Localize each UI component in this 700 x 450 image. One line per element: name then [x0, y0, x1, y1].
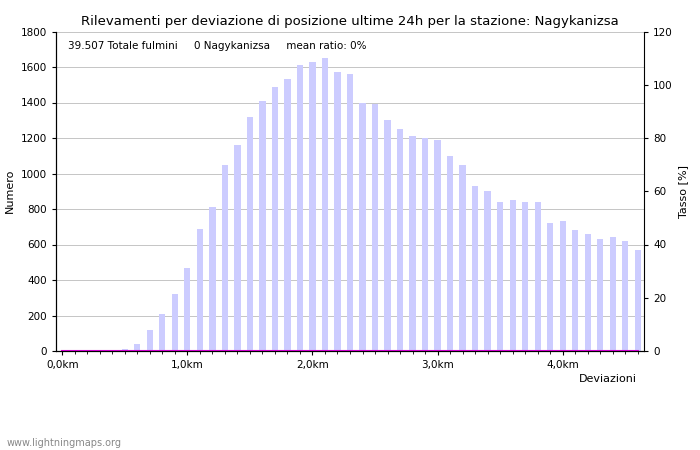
- Bar: [535, 202, 541, 351]
- Bar: [197, 229, 203, 351]
- Bar: [584, 234, 591, 351]
- Bar: [122, 349, 128, 351]
- Bar: [510, 200, 516, 351]
- Bar: [284, 79, 290, 351]
- Text: 39.507 Totale fulmini     0 Nagykanizsa     mean ratio: 0%: 39.507 Totale fulmini 0 Nagykanizsa mean…: [68, 41, 366, 51]
- Bar: [397, 129, 403, 351]
- Bar: [447, 156, 453, 351]
- Bar: [559, 221, 566, 351]
- Bar: [547, 223, 553, 351]
- Bar: [147, 330, 153, 351]
- Bar: [272, 86, 278, 351]
- Bar: [297, 65, 303, 351]
- Bar: [422, 138, 428, 351]
- Bar: [184, 268, 190, 351]
- Title: Rilevamenti per deviazione di posizione ultime 24h per la stazione: Nagykanizsa: Rilevamenti per deviazione di posizione …: [81, 14, 619, 27]
- Y-axis label: Tasso [%]: Tasso [%]: [678, 165, 688, 218]
- Bar: [459, 165, 466, 351]
- Bar: [497, 202, 503, 351]
- Text: Deviazioni: Deviazioni: [579, 374, 637, 383]
- Bar: [335, 72, 341, 351]
- Bar: [322, 58, 328, 351]
- Bar: [472, 186, 478, 351]
- Bar: [259, 101, 265, 351]
- Bar: [247, 117, 253, 351]
- Bar: [410, 136, 416, 351]
- Bar: [109, 350, 116, 351]
- Bar: [372, 104, 378, 351]
- Bar: [384, 120, 391, 351]
- Bar: [234, 145, 241, 351]
- Y-axis label: Numero: Numero: [5, 169, 15, 213]
- Text: www.lightningmaps.org: www.lightningmaps.org: [7, 438, 122, 448]
- Bar: [435, 140, 441, 351]
- Bar: [222, 165, 228, 351]
- Bar: [572, 230, 578, 351]
- Bar: [309, 62, 316, 351]
- Bar: [97, 350, 103, 351]
- Bar: [84, 350, 90, 351]
- Bar: [159, 314, 165, 351]
- Bar: [610, 238, 616, 351]
- Bar: [209, 207, 216, 351]
- Bar: [635, 250, 641, 351]
- Bar: [172, 294, 178, 351]
- Bar: [484, 191, 491, 351]
- Bar: [597, 239, 603, 351]
- Bar: [134, 344, 141, 351]
- Bar: [522, 202, 528, 351]
- Bar: [347, 74, 353, 351]
- Bar: [622, 241, 629, 351]
- Bar: [359, 103, 365, 351]
